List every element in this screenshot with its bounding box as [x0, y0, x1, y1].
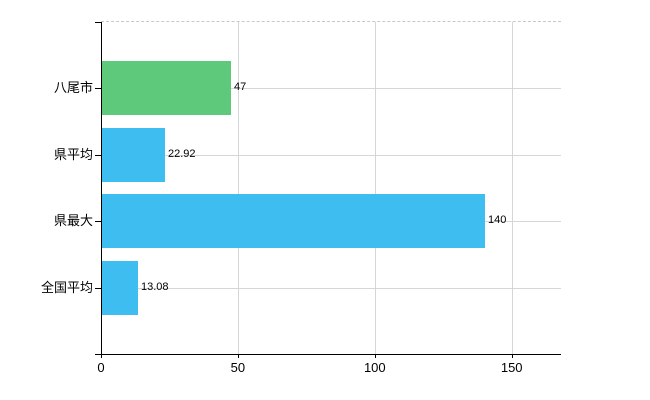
x-axis-tick — [375, 354, 376, 358]
category-label: 全国平均 — [40, 280, 93, 295]
y-axis-tick — [95, 221, 101, 222]
category-label: 県最大 — [53, 213, 93, 228]
x-tick-label: 50 — [230, 360, 246, 375]
gridline-vertical — [238, 22, 239, 354]
gridline-horizontal — [101, 155, 561, 156]
gridline-top — [101, 21, 561, 22]
x-tick-label: 0 — [97, 360, 105, 375]
category-label: 八尾市 — [53, 80, 93, 95]
gridline-vertical — [512, 22, 513, 354]
x-axis-line — [95, 354, 561, 355]
x-tick-label: 150 — [500, 360, 523, 375]
x-axis-tick — [238, 354, 239, 358]
bar-value-label: 13.08 — [141, 281, 169, 293]
gridline-vertical — [375, 22, 376, 354]
y-axis-tick — [95, 155, 101, 156]
y-axis-line — [101, 22, 102, 355]
gridline-horizontal — [101, 288, 561, 289]
bar — [102, 61, 231, 115]
x-axis-tick — [101, 354, 102, 358]
bar — [102, 128, 165, 182]
x-tick-label: 100 — [363, 360, 386, 375]
bar-value-label: 47 — [234, 81, 247, 93]
x-axis-tick — [512, 354, 513, 358]
y-axis-top-tick — [95, 22, 101, 23]
y-axis-tick — [95, 88, 101, 89]
bar — [102, 261, 138, 315]
y-axis-tick — [95, 288, 101, 289]
bar-value-label: 22.92 — [168, 148, 196, 160]
category-label: 県平均 — [53, 147, 93, 162]
bar — [102, 194, 485, 248]
bar-value-label: 140 — [488, 214, 507, 226]
gridline-horizontal — [101, 88, 561, 89]
